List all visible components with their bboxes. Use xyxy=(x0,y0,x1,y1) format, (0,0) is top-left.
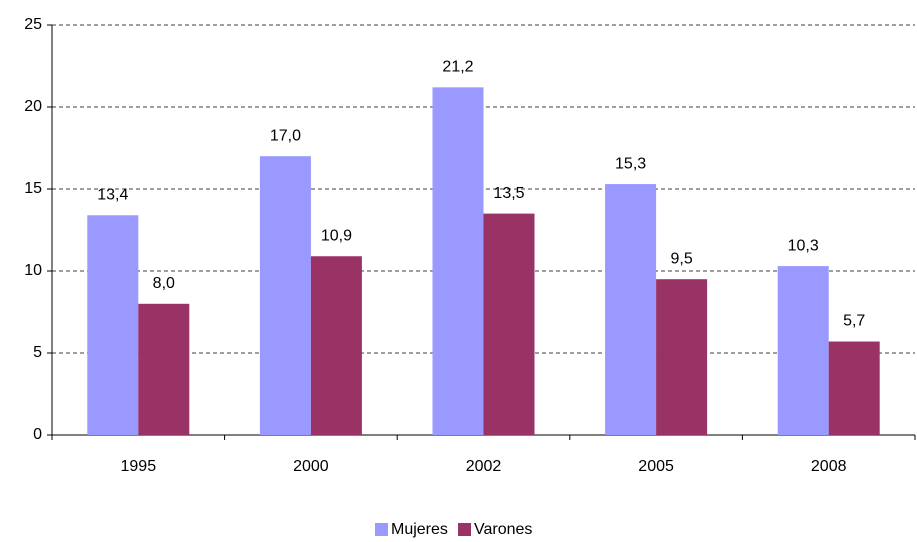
x-tick-label: 1995 xyxy=(121,458,157,475)
y-tick-label: 5 xyxy=(33,344,42,361)
y-tick-label: 25 xyxy=(24,16,42,33)
x-tick-label: 2008 xyxy=(811,458,847,475)
data-label: 10,3 xyxy=(788,237,819,254)
y-tick-label: 20 xyxy=(24,98,42,115)
bar xyxy=(656,279,708,435)
bar xyxy=(828,341,880,435)
bar xyxy=(483,213,535,435)
x-tick-label: 2005 xyxy=(638,458,674,475)
bar xyxy=(259,156,311,435)
bar xyxy=(605,184,657,435)
legend-swatch xyxy=(375,523,388,536)
data-label: 5,7 xyxy=(843,313,865,330)
bar xyxy=(310,256,362,435)
bar xyxy=(87,215,139,435)
x-tick-label: 2000 xyxy=(293,458,329,475)
x-tick-label: 2002 xyxy=(466,458,502,475)
data-label: 13,4 xyxy=(97,186,128,203)
y-tick-label: 15 xyxy=(24,180,42,197)
data-label: 21,2 xyxy=(442,59,473,76)
legend-label: Mujeres xyxy=(391,521,448,538)
legend-swatch xyxy=(458,523,471,536)
data-label: 17,0 xyxy=(270,127,301,144)
bar xyxy=(432,87,484,435)
y-tick-label: 0 xyxy=(33,426,42,443)
data-label: 10,9 xyxy=(321,227,352,244)
data-label: 13,5 xyxy=(493,185,524,202)
data-label: 15,3 xyxy=(615,155,646,172)
bar xyxy=(777,266,829,435)
bar xyxy=(138,303,190,435)
legend-label: Varones xyxy=(474,521,532,538)
data-label: 9,5 xyxy=(670,250,692,267)
data-label: 8,0 xyxy=(153,275,175,292)
y-tick-label: 10 xyxy=(24,262,42,279)
